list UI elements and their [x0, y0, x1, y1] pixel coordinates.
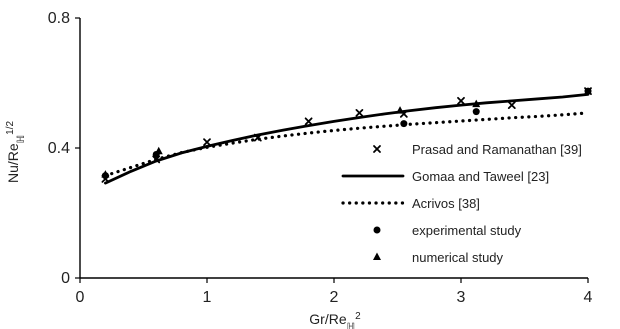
y-axis-label-main: Nu/Re	[5, 143, 21, 183]
legend-label-0: Prasad and Ramanathan [39]	[412, 142, 582, 157]
series-point-0	[355, 109, 364, 117]
x-axis-label-text: Gr/Reℍ2	[309, 311, 361, 329]
y-tick-label: 0.8	[48, 10, 70, 27]
series-point-3	[472, 108, 480, 116]
series-line-2	[103, 111, 590, 178]
x-tick-label: 4	[584, 289, 593, 306]
y-axis-label-text: Nu/Reℍ1/2	[5, 121, 27, 184]
series-point-3	[584, 87, 592, 95]
axis-layer: 0 1 2 3 4 0 0.4 0.8	[48, 10, 593, 306]
series-point-0	[507, 101, 516, 109]
x-tick-label: 2	[330, 289, 339, 306]
legend-layer: Prasad and Ramanathan [39] Gomaa and Tawe…	[341, 142, 582, 265]
x-tick-label: 1	[203, 289, 212, 306]
series-point-0	[457, 96, 465, 105]
legend-label-3: experimental study	[412, 223, 522, 238]
x-tick-label: 3	[457, 289, 466, 306]
legend-marker-4	[373, 252, 381, 260]
x-tick-label: 0	[76, 289, 85, 306]
series-point-4	[101, 170, 110, 178]
series-point-0	[304, 117, 313, 126]
series-point-0	[253, 133, 262, 142]
legend-label-4: numerical study	[412, 250, 504, 265]
legend-marker-0	[373, 145, 381, 153]
y-tick-label: 0.4	[48, 140, 70, 157]
y-axis-label-sup: 1/2	[5, 121, 16, 135]
series-point-4	[472, 99, 481, 108]
series-line-1	[104, 92, 590, 185]
y-tick-label: 0	[61, 270, 70, 287]
series-point-4	[154, 146, 163, 155]
x-axis-label-sub: ℍ	[347, 322, 356, 329]
series-point-4	[396, 106, 405, 114]
x-axis-label: Gr/Reℍ2	[309, 311, 361, 329]
y-axis-label-sub: ℍ	[16, 135, 27, 144]
legend-label-2: Acrivos [38]	[412, 196, 480, 211]
series-point-3	[400, 120, 408, 128]
x-axis-label-main: Gr/Re	[309, 311, 347, 327]
legend-marker-3	[373, 226, 381, 234]
y-axis-label: Nu/Reℍ1/2	[5, 121, 27, 184]
series-point-0	[203, 138, 211, 147]
x-axis-label-sup: 2	[355, 311, 361, 322]
legend-label-1: Gomaa and Taweel [23]	[412, 169, 549, 184]
series-point-0	[152, 155, 161, 164]
series-layer	[101, 87, 592, 185]
